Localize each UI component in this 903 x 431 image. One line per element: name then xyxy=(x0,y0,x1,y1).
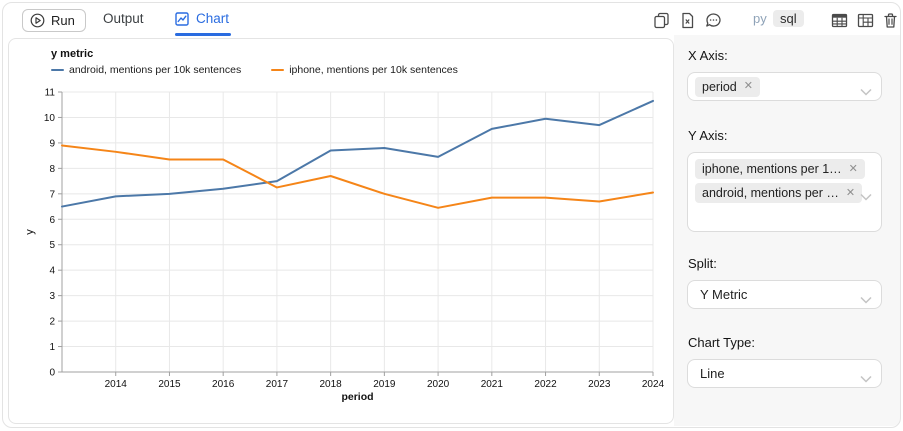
split-value: Y Metric xyxy=(700,287,748,302)
svg-text:period: period xyxy=(341,391,373,403)
legend-item[interactable]: android, mentions per 10k sentences xyxy=(51,64,241,76)
svg-text:11: 11 xyxy=(45,88,56,99)
chevron-down-icon[interactable] xyxy=(860,188,872,206)
tab-chart[interactable]: Chart xyxy=(175,11,229,26)
line-chart: 0 1 2 3 4 5 6 7 8 9 10 11 2014 2015 2016 2017 2018 2019 20… xyxy=(24,88,665,404)
svg-text:2: 2 xyxy=(49,317,55,328)
svg-text:2021: 2021 xyxy=(481,379,504,390)
chart-type-value: Line xyxy=(700,366,725,381)
x-axis-select[interactable]: period ✕ xyxy=(687,72,882,101)
run-play-icon xyxy=(30,13,45,28)
language-toggle-python[interactable]: py xyxy=(753,11,767,26)
svg-text:2018: 2018 xyxy=(320,379,343,390)
copy-icon[interactable] xyxy=(653,12,670,29)
svg-text:2014: 2014 xyxy=(105,379,128,390)
chart-type-select[interactable]: Line xyxy=(687,359,882,388)
tab-output-label: Output xyxy=(103,11,144,26)
legend-item-label: iphone, mentions per 10k sentences xyxy=(289,64,458,76)
y-axis-label: Y Axis: xyxy=(688,128,728,143)
run-button-label: Run xyxy=(51,13,75,28)
table-grid-icon[interactable] xyxy=(857,12,874,29)
svg-text:2016: 2016 xyxy=(212,379,235,390)
tag-remove-icon[interactable]: ✕ xyxy=(743,80,753,92)
export-file-icon[interactable] xyxy=(679,12,696,29)
run-button[interactable]: Run xyxy=(22,9,86,32)
chevron-down-icon[interactable] xyxy=(860,370,872,388)
tag-remove-icon[interactable]: ✕ xyxy=(848,162,858,175)
chart-card: 0 1 2 3 4 5 6 7 8 9 10 11 2014 2015 2016 2017 2018 2019 20… xyxy=(8,38,674,424)
tab-chart-label: Chart xyxy=(196,11,230,26)
chevron-down-icon[interactable] xyxy=(860,83,872,101)
svg-text:2020: 2020 xyxy=(427,379,450,390)
svg-text:3: 3 xyxy=(49,291,55,302)
table-icon[interactable] xyxy=(831,12,848,29)
y-axis-select[interactable]: iphone, mentions per 1… ✕ android, mentio… xyxy=(687,152,882,232)
chart-tab-icon xyxy=(175,11,189,26)
svg-text:4: 4 xyxy=(49,266,55,277)
svg-text:1: 1 xyxy=(49,342,55,353)
x-axis-label: X Axis: xyxy=(688,48,728,63)
legend-title: y metric xyxy=(51,48,94,60)
svg-text:2024: 2024 xyxy=(642,379,665,390)
chart-legend: android, mentions per 10k sentences ipho… xyxy=(51,64,458,76)
tag-remove-icon[interactable]: ✕ xyxy=(845,186,856,199)
active-tab-indicator xyxy=(175,33,231,36)
chart-type-label: Chart Type: xyxy=(688,335,755,350)
field-tag: android, mentions per … ✕ xyxy=(695,183,863,203)
tab-output[interactable]: Output xyxy=(103,11,144,26)
legend-item-label: android, mentions per 10k sentences xyxy=(69,64,242,76)
svg-text:2019: 2019 xyxy=(373,379,396,390)
chart-config-panel: X Axis: period ✕ Y Axis: iphone, mention… xyxy=(674,35,901,426)
chevron-down-icon[interactable] xyxy=(860,291,872,309)
svg-text:7: 7 xyxy=(49,189,55,200)
trash-icon[interactable] xyxy=(882,12,899,29)
language-toggle-sql[interactable]: sql xyxy=(773,10,804,27)
svg-text:9: 9 xyxy=(49,138,55,149)
svg-text:y: y xyxy=(24,229,36,235)
legend-item[interactable]: iphone, mentions per 10k sentences xyxy=(271,64,458,76)
svg-text:8: 8 xyxy=(49,164,55,175)
svg-text:0: 0 xyxy=(49,368,55,379)
svg-text:2023: 2023 xyxy=(588,379,611,390)
svg-text:2015: 2015 xyxy=(158,379,181,390)
svg-text:2017: 2017 xyxy=(266,379,289,390)
legend-swatch xyxy=(51,68,64,72)
split-select[interactable]: Y Metric xyxy=(687,280,882,309)
cell-toolbar: Run Output Chart py sql xyxy=(3,3,900,36)
field-tag: iphone, mentions per 1… ✕ xyxy=(695,159,865,179)
svg-text:10: 10 xyxy=(44,113,56,124)
comment-icon[interactable] xyxy=(705,12,722,29)
legend-swatch xyxy=(271,68,285,72)
svg-text:6: 6 xyxy=(49,215,55,226)
svg-text:5: 5 xyxy=(49,240,55,251)
field-tag: period ✕ xyxy=(695,76,760,97)
split-label: Split: xyxy=(688,256,717,271)
svg-text:2022: 2022 xyxy=(534,379,557,390)
